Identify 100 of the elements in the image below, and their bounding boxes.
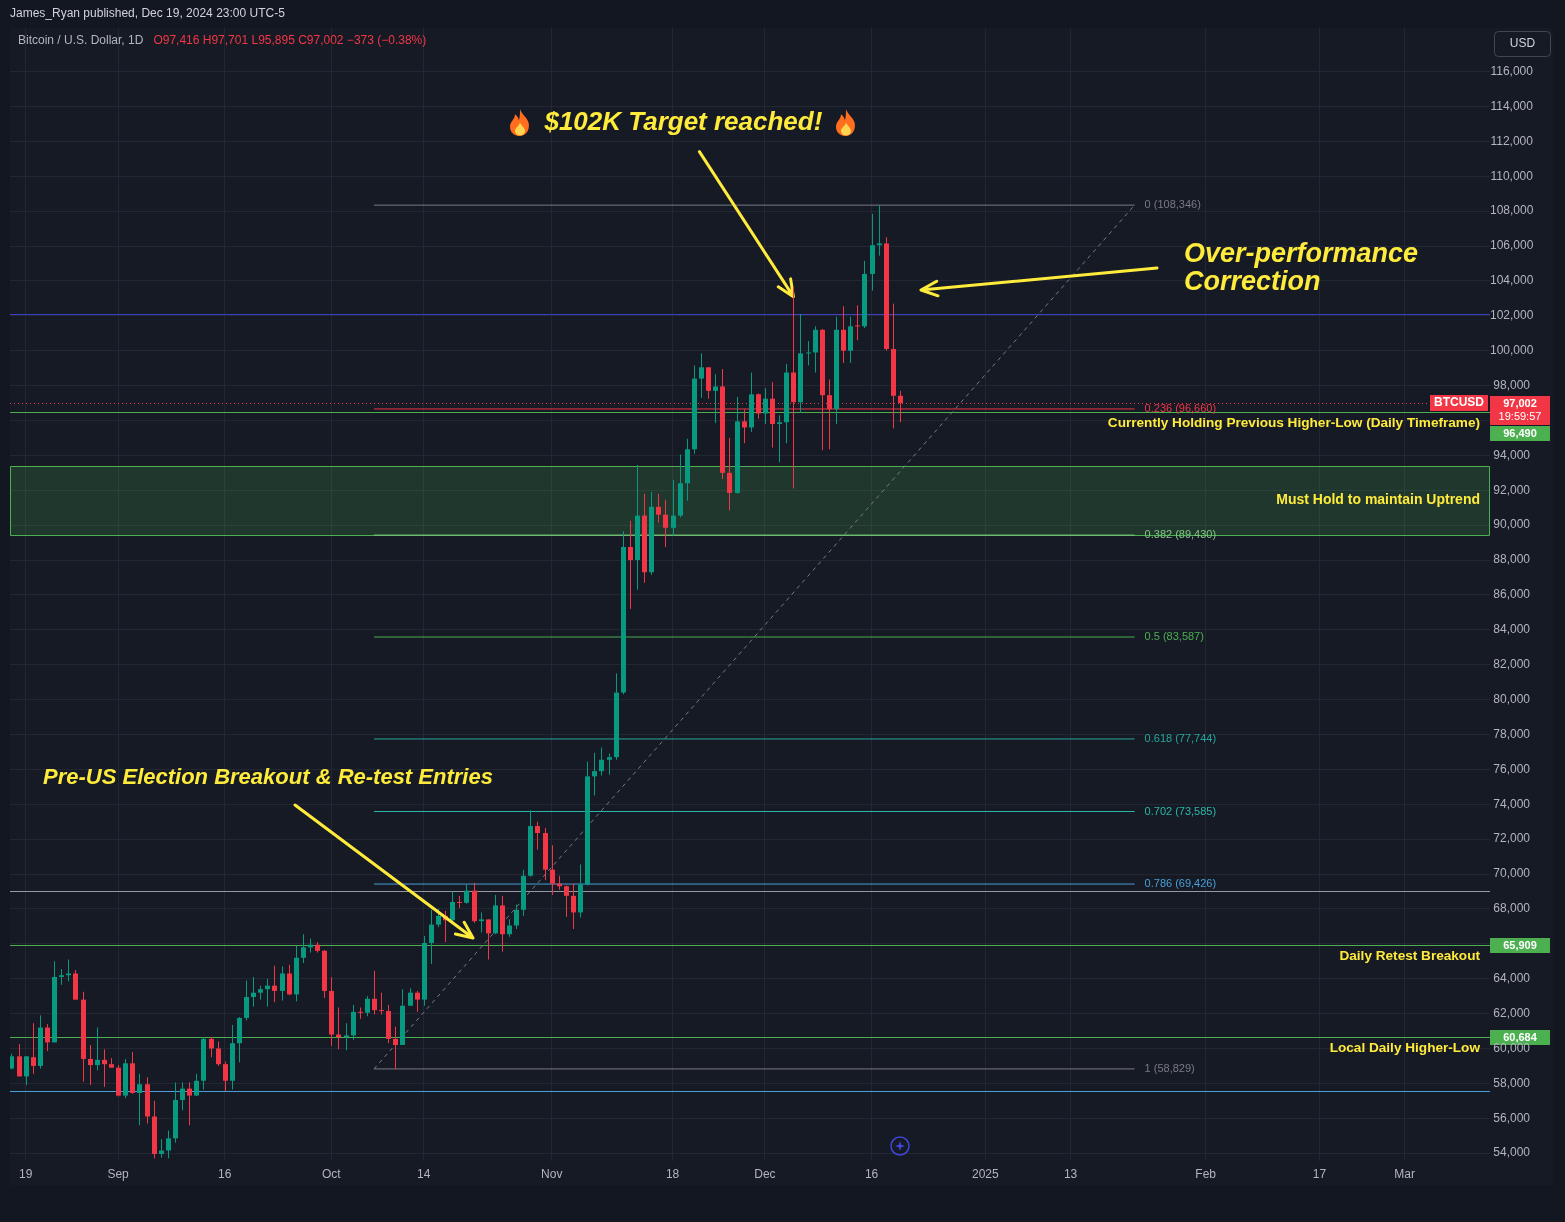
candlestick [102,1048,107,1088]
candlestick [514,904,519,930]
text: James_Ryan published, Dec 19, 2024 23:00 UTC-5 [10,6,286,21]
candlestick [223,1061,228,1092]
y-tick-label: 116,000 [1490,63,1534,78]
text: 19:59:57 [1498,410,1542,423]
text: O97,416 H97,701 L95,895 C97,002 −373 (−0.38%) [153,33,427,48]
y-tick-label: 84,000 [1493,622,1531,637]
y-tick-label: 94,000 [1493,447,1531,462]
candlestick [841,305,846,364]
text: Bitcoin / U.S. Dollar, 1D [18,33,144,48]
candlestick [592,752,597,797]
x-tick-label: 18 [665,1166,680,1181]
annotation: Pre-US Election Breakout & Re-test Entries [43,764,493,790]
y-tick-label: 78,000 [1493,726,1531,741]
y-tick-label: 58,000 [1493,1075,1531,1090]
series-label: 0.702 (73,585) [1144,804,1217,817]
candlestick [457,895,462,909]
x-tick-label: Dec [754,1166,776,1181]
candlestick [806,340,811,367]
y-tick-label: 100,000 [1489,343,1534,358]
candlestick [656,493,661,524]
candlestick [272,965,277,1003]
y-tick-label: 110,000 [1490,168,1534,183]
candlestick [777,414,782,463]
x-tick-label: Feb [1195,1166,1217,1181]
candlestick [280,966,285,1002]
y-tick-label: 56,000 [1493,1110,1531,1125]
x-tick-label: Oct [322,1166,342,1181]
candlestick [358,1006,363,1020]
candlestick [713,373,718,424]
candlestick [671,479,676,537]
text: 60,684 [1503,1030,1538,1043]
candlestick [379,992,384,1015]
y-tick-label: 64,000 [1493,971,1531,986]
x-tick-label: 16 [864,1166,879,1181]
text: USD [1509,36,1536,51]
y-tick-label: 112,000 [1490,133,1534,148]
candlestick [727,437,732,511]
y-tick-label: 106,000 [1489,238,1534,253]
candlestick [66,959,71,982]
y-tick-label: 82,000 [1493,657,1531,672]
candlestick [813,325,818,374]
ref-line-label: Local Daily Higher-Low [1329,1039,1481,1055]
candlestick [415,990,420,1013]
candlestick [344,1022,349,1051]
y-tick-label: 88,000 [1493,552,1531,567]
candlestick [663,499,668,548]
y-tick-label: 68,000 [1493,901,1531,916]
y-tick-label: 98,000 [1493,377,1531,392]
candlestick [564,884,569,918]
x-tick-label: Nov [541,1166,563,1181]
candlestick [17,1043,22,1077]
candlestick [24,1055,29,1086]
y-tick-label: 76,000 [1493,761,1531,776]
candlestick [365,995,370,1017]
x-tick-label: 19 [19,1166,33,1181]
candlestick [88,1044,93,1086]
candlestick [599,747,604,776]
candlestick [95,1027,100,1071]
candlestick [187,1082,192,1126]
x-tick-label: Mar [1394,1166,1416,1181]
y-tick-label: 102,000 [1489,308,1534,323]
y-tick-label: 86,000 [1493,587,1531,602]
candlestick [855,304,860,341]
series-label: 0.786 (69,426) [1144,877,1217,890]
text: 97,002 [1503,396,1537,409]
y-tick-label: 108,000 [1489,203,1534,218]
series-label: 0 (108,346) [1144,198,1201,211]
candlestick [486,918,491,961]
y-tick-label: 80,000 [1493,691,1531,706]
y-tick-label: 104,000 [1489,273,1534,288]
candlestick [450,890,455,923]
candlestick [180,1082,185,1111]
x-tick-label: 17 [1312,1166,1327,1181]
candlestick [550,844,555,896]
annotation: $102K Target reached! [543,105,823,136]
ref-line-label: Daily Retest Breakout [1339,947,1481,963]
candlestick [436,908,441,928]
candlestick [372,970,377,1015]
candlestick [479,911,484,933]
x-tick-label: Sep [107,1166,130,1181]
series-label: 0.618 (77,744) [1144,731,1217,744]
x-tick-label: 14 [417,1166,431,1181]
candlestick [31,1022,36,1075]
candlestick [194,1073,199,1097]
candlestick [251,976,256,1008]
text: 65,909 [1503,938,1537,951]
x-tick-label: 2025 [971,1166,999,1181]
candlestick [706,366,711,400]
x-tick-label: 13 [1063,1166,1078,1181]
candlestick [571,883,576,930]
candlestick [287,964,292,996]
candlestick [628,520,633,610]
series-label: 1 (58,829) [1144,1061,1195,1074]
candlestick [429,909,434,965]
y-tick-label: 62,000 [1493,1005,1531,1020]
y-tick-label: 92,000 [1493,482,1531,497]
candlestick [137,1073,142,1126]
text: 96,490 [1503,426,1537,439]
